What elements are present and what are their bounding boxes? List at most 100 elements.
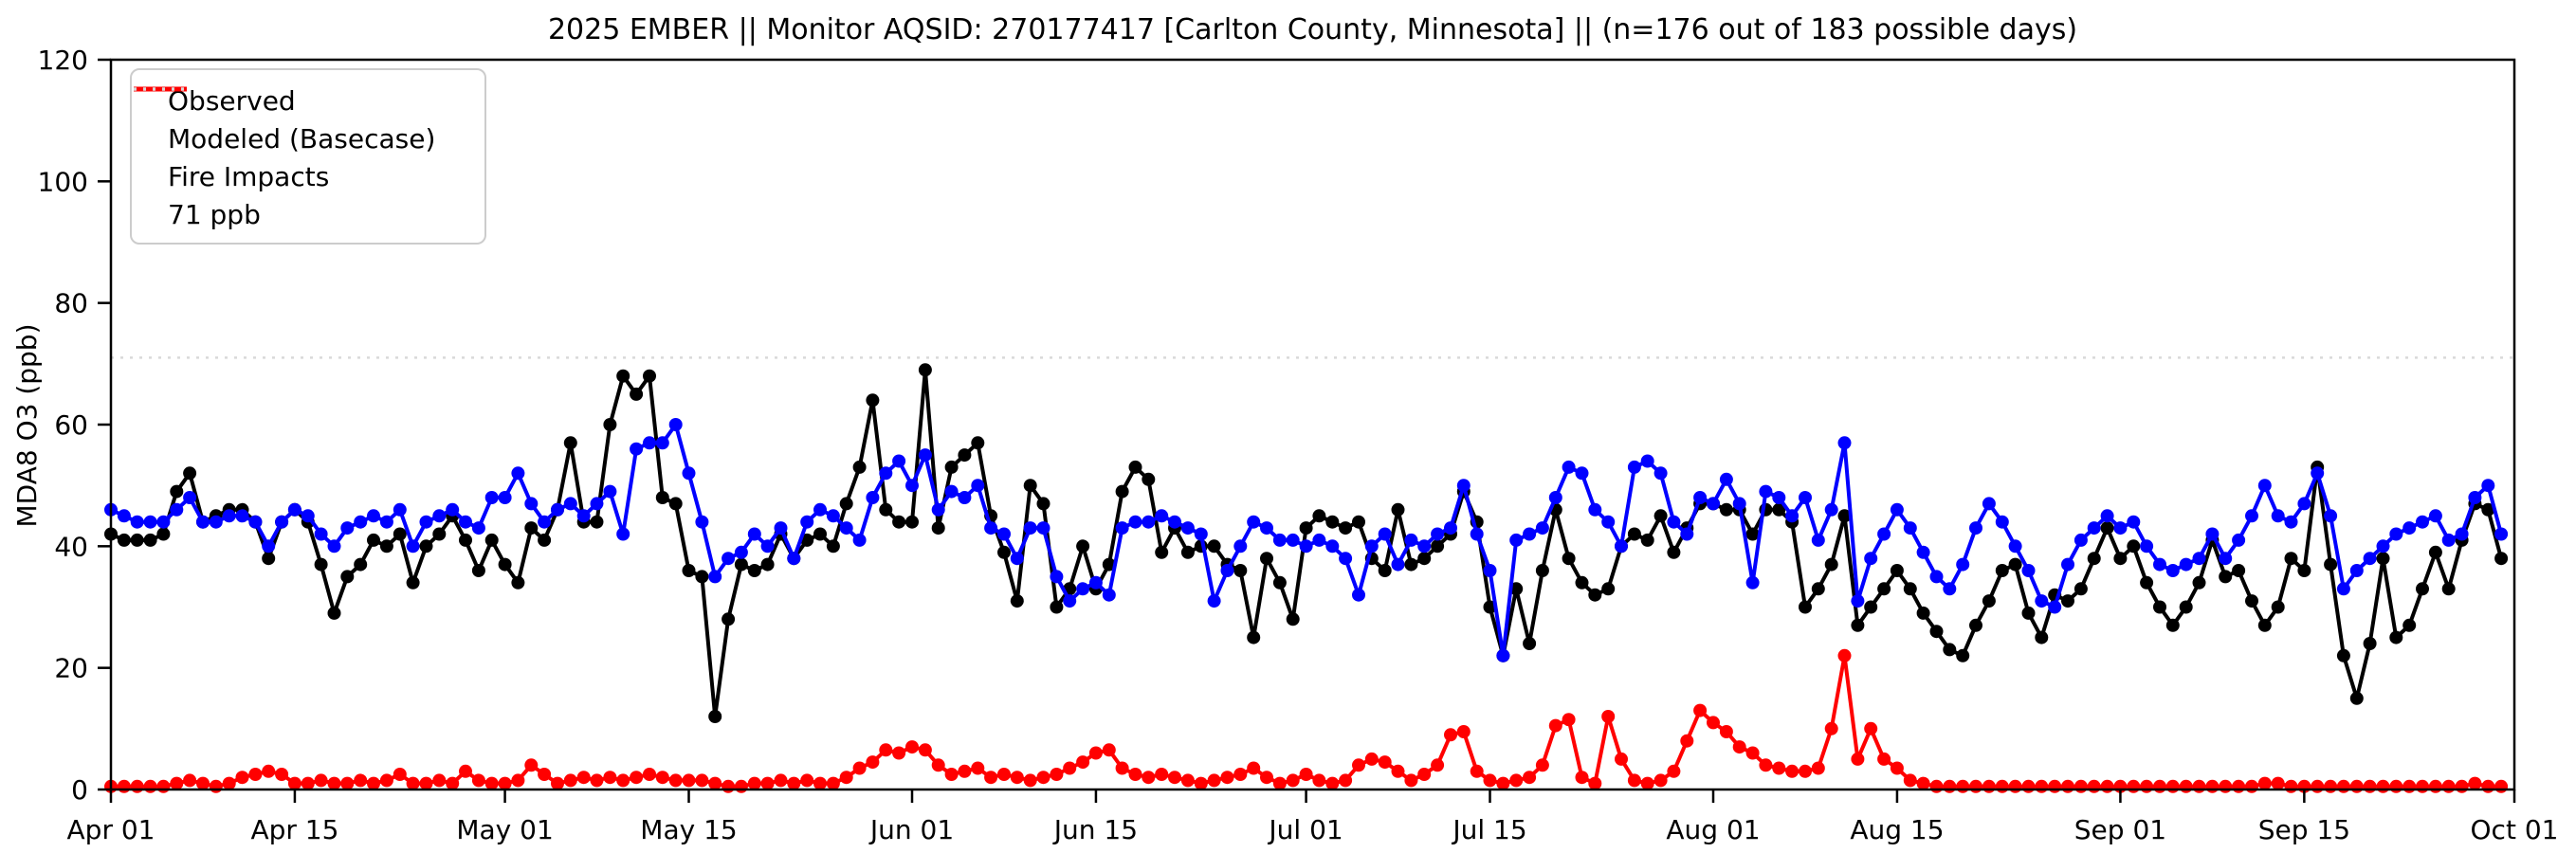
data-point: [1851, 752, 1865, 766]
data-point: [156, 779, 171, 793]
data-point: [551, 776, 564, 790]
data-point: [2297, 497, 2311, 511]
data-point: [800, 533, 814, 547]
data-point: [2336, 779, 2350, 793]
data-point: [235, 509, 249, 523]
data-point: [1496, 776, 1510, 790]
data-point: [695, 773, 709, 788]
data-point: [1247, 761, 1261, 775]
data-point: [2245, 779, 2258, 793]
data-point: [1929, 570, 1944, 584]
data-point: [419, 539, 433, 554]
data-point: [2402, 779, 2417, 793]
data-point: [2376, 779, 2390, 793]
data-point: [235, 771, 249, 785]
data-point: [1640, 776, 1654, 790]
data-point: [1417, 768, 1432, 781]
data-point: [747, 776, 761, 790]
data-point: [1233, 564, 1248, 577]
data-point: [1627, 460, 1641, 474]
data-point: [1063, 761, 1077, 775]
data-point: [275, 768, 289, 781]
data-point: [1312, 509, 1326, 523]
data-point: [2140, 575, 2154, 590]
data-point: [892, 454, 906, 468]
data-point: [1325, 539, 1340, 554]
data-point: [406, 539, 420, 554]
data-point: [1431, 758, 1445, 772]
data-point: [130, 515, 144, 529]
data-point: [1667, 764, 1681, 778]
data-point: [931, 502, 945, 517]
data-point: [1404, 533, 1418, 547]
data-point: [643, 768, 656, 781]
data-point: [734, 557, 748, 572]
data-point: [2402, 618, 2417, 632]
data-point: [1903, 521, 1917, 535]
data-point: [1233, 539, 1248, 554]
data-point: [484, 533, 499, 547]
data-point: [576, 771, 591, 785]
data-point: [616, 527, 630, 541]
data-point: [2271, 776, 2285, 790]
data-point: [1772, 502, 1786, 517]
data-point: [1653, 773, 1668, 788]
data-point: [117, 533, 131, 547]
data-point: [143, 515, 157, 529]
data-point: [1969, 779, 1982, 793]
data-point: [1142, 515, 1156, 529]
data-point: [590, 773, 604, 788]
data-point: [459, 533, 472, 547]
data-point: [958, 491, 972, 504]
data-point: [2494, 779, 2509, 793]
data-point: [262, 539, 276, 554]
data-point: [1391, 557, 1405, 572]
data-point: [130, 779, 144, 793]
data-point: [2428, 779, 2442, 793]
data-point: [367, 533, 380, 547]
data-point: [1260, 521, 1273, 535]
y-tick-label: 0: [71, 774, 88, 806]
data-point: [2087, 521, 2101, 535]
data-point: [1969, 521, 1982, 535]
data-point: [2468, 491, 2482, 504]
data-point: [393, 768, 407, 781]
data-point: [603, 418, 617, 431]
data-point: [196, 776, 210, 790]
data-point: [2008, 779, 2022, 793]
data-point: [459, 515, 472, 529]
data-point: [183, 466, 197, 481]
legend-line-sample: [134, 86, 187, 92]
data-point: [655, 436, 669, 450]
data-point: [2008, 557, 2022, 572]
data-point: [1588, 588, 1602, 602]
data-point: [905, 515, 919, 529]
data-point: [2219, 570, 2233, 584]
data-point: [2140, 539, 2154, 554]
data-point: [643, 436, 656, 450]
data-point: [866, 491, 880, 504]
data-point: [603, 771, 617, 785]
data-point: [1653, 466, 1668, 481]
data-point: [695, 570, 709, 584]
data-point: [760, 539, 775, 554]
series-markers-1: [104, 418, 2509, 662]
data-point: [1707, 497, 1720, 511]
data-point: [630, 771, 644, 785]
data-point: [1575, 466, 1589, 481]
data-point: [2284, 552, 2298, 566]
data-point: [1378, 564, 1392, 577]
data-point: [1128, 460, 1142, 474]
data-point: [1115, 484, 1129, 499]
data-point: [2100, 521, 2114, 535]
data-point: [1890, 564, 1904, 577]
legend-item-2: Fire Impacts: [132, 86, 484, 195]
data-point: [2061, 557, 2074, 572]
data-point: [747, 527, 761, 541]
data-point: [2074, 779, 2088, 793]
data-point: [852, 761, 867, 775]
data-point: [905, 479, 919, 493]
data-point: [1719, 502, 1733, 517]
data-point: [1470, 527, 1484, 541]
data-point: [866, 755, 880, 770]
